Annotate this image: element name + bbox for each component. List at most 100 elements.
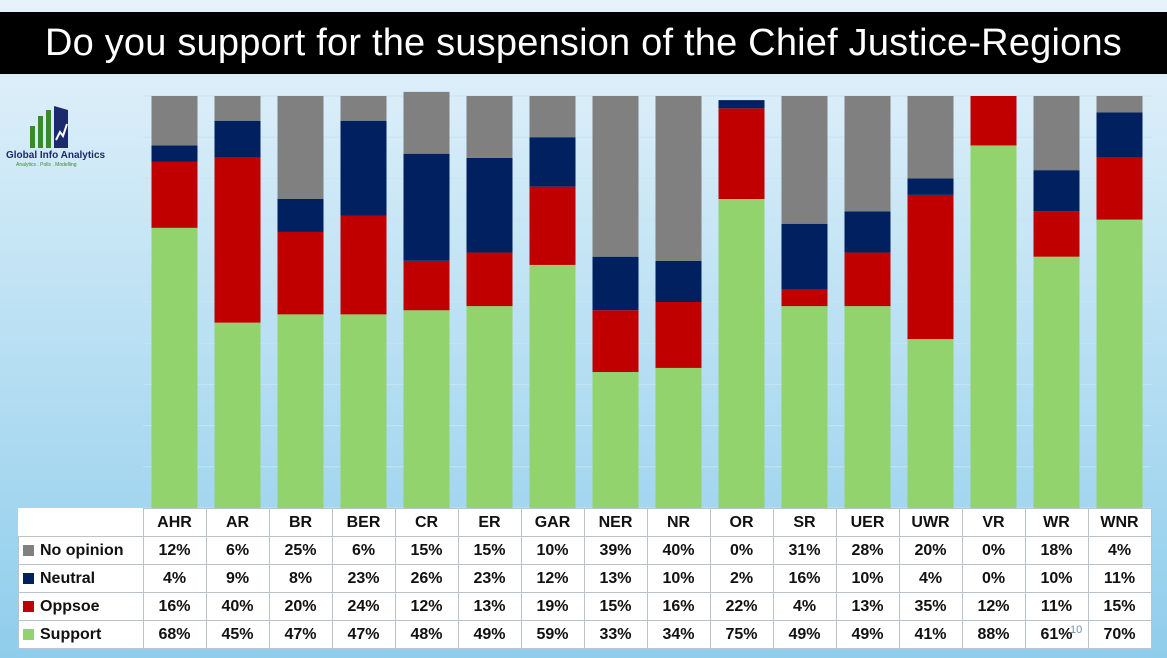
data-label-wnr: 15% xyxy=(1087,592,1152,621)
bar-segment-support-gar xyxy=(529,264,576,508)
bar-segment-oppsoe-vr xyxy=(970,96,1017,146)
data-label-ahr: 16% xyxy=(142,592,207,621)
data-label-or: 22% xyxy=(709,592,774,621)
data-label-ar: 9% xyxy=(205,564,270,593)
bar-segment-no-opinion-ahr xyxy=(151,96,198,146)
bar-segment-neutral-sr xyxy=(781,223,828,290)
data-label-uwr: 4% xyxy=(898,564,963,593)
bar-segment-no-opinion-sr xyxy=(781,96,828,224)
bar-segment-no-opinion-nr xyxy=(655,96,702,261)
data-table: AHR AR BR BER CR ER GAR NER NR OR SR UER UWR VR WR WNR … xyxy=(18,508,1152,649)
data-label-nr: 16% xyxy=(646,592,711,621)
data-label-or: 75% xyxy=(709,620,774,649)
bar-segment-neutral-ner xyxy=(592,256,639,311)
data-label-wnr: 11% xyxy=(1087,564,1152,593)
series-legend-support: Support xyxy=(18,620,144,649)
data-label-br: 47% xyxy=(268,620,333,649)
data-label-uwr: 20% xyxy=(898,536,963,565)
data-label-ahr: 12% xyxy=(142,536,207,565)
bar-segment-neutral-uwr xyxy=(907,178,954,195)
data-label-cr: 48% xyxy=(394,620,459,649)
data-label-br: 8% xyxy=(268,564,333,593)
category-label-ahr: AHR xyxy=(142,508,207,537)
data-label-er: 23% xyxy=(457,564,522,593)
category-label-sr: SR xyxy=(772,508,837,537)
bar-segment-support-or xyxy=(718,199,765,508)
bar-segment-no-opinion-uwr xyxy=(907,96,954,179)
logo-chart-icon xyxy=(30,106,68,148)
data-label-ber: 47% xyxy=(331,620,396,649)
category-label-br: BR xyxy=(268,508,333,537)
bar-segment-oppsoe-er xyxy=(466,252,513,307)
bar-segment-oppsoe-uer xyxy=(844,252,891,307)
category-label-uwr: UWR xyxy=(898,508,963,537)
data-label-or: 0% xyxy=(709,536,774,565)
table-row: Support 68% 45% 47% 47% 48% 49% 59% 33% 34% 75% 49%… xyxy=(18,620,1152,649)
bar-segment-support-br xyxy=(277,314,324,508)
data-label-wr: 10% xyxy=(1024,564,1089,593)
bar-segment-no-opinion-uer xyxy=(844,96,891,212)
bar-segment-support-ner xyxy=(592,372,639,508)
category-label-ar: AR xyxy=(205,508,270,537)
legend-swatch-icon xyxy=(23,544,34,556)
bar-segment-oppsoe-ner xyxy=(592,310,639,373)
bar-segment-support-uwr xyxy=(907,339,954,508)
data-label-br: 25% xyxy=(268,536,333,565)
data-label-br: 20% xyxy=(268,592,333,621)
data-label-gar: 59% xyxy=(520,620,585,649)
chart-title: Do you support for the suspension of the… xyxy=(0,12,1167,74)
bar-segment-neutral-nr xyxy=(655,260,702,302)
bar-segment-no-opinion-gar xyxy=(529,96,576,138)
bar-segment-neutral-br xyxy=(277,199,324,232)
bar-segment-neutral-wnr xyxy=(1096,112,1143,158)
data-label-cr: 26% xyxy=(394,564,459,593)
data-label-gar: 10% xyxy=(520,536,585,565)
data-label-ahr: 68% xyxy=(142,620,207,649)
bar-segment-no-opinion-ar xyxy=(214,96,261,121)
data-label-ar: 45% xyxy=(205,620,270,649)
data-label-nr: 34% xyxy=(646,620,711,649)
bar-segment-support-wr xyxy=(1033,256,1080,508)
bar-segment-no-opinion-wr xyxy=(1033,96,1080,171)
bar-segment-oppsoe-nr xyxy=(655,302,702,368)
series-legend-neutral: Neutral xyxy=(18,564,144,593)
data-label-nr: 10% xyxy=(646,564,711,593)
category-label-nr: NR xyxy=(646,508,711,537)
data-label-vr: 88% xyxy=(961,620,1026,649)
bar-segment-neutral-ahr xyxy=(151,145,198,162)
bar-segment-neutral-ber xyxy=(340,120,387,216)
data-label-ner: 13% xyxy=(583,564,648,593)
data-label-gar: 12% xyxy=(520,564,585,593)
data-label-sr: 4% xyxy=(772,592,837,621)
legend-swatch-icon xyxy=(23,600,34,612)
bar-segment-support-nr xyxy=(655,367,702,508)
data-label-vr: 0% xyxy=(961,564,1026,593)
data-label-ahr: 4% xyxy=(142,564,207,593)
data-label-wr: 61% xyxy=(1024,620,1089,649)
table-row: Neutral 4% 9% 8% 23% 26% 23% 12% 13% 10% 2% 16% 10% 4… xyxy=(18,564,1152,593)
data-label-uer: 10% xyxy=(835,564,900,593)
category-label-wnr: WNR xyxy=(1087,508,1152,537)
data-label-cr: 15% xyxy=(394,536,459,565)
data-label-ner: 39% xyxy=(583,536,648,565)
category-label-er: ER xyxy=(457,508,522,537)
bar-segment-neutral-uer xyxy=(844,211,891,253)
bar-segment-neutral-wr xyxy=(1033,170,1080,212)
logo-name: Global Info Analytics xyxy=(6,150,106,161)
table-row: No opinion 12% 6% 25% 6% 15% 15% 10% 39% 40% 0% 31%… xyxy=(18,536,1152,565)
bar-segment-oppsoe-wr xyxy=(1033,211,1080,257)
data-label-sr: 16% xyxy=(772,564,837,593)
data-label-uer: 13% xyxy=(835,592,900,621)
bar-segment-no-opinion-er xyxy=(466,96,513,158)
data-label-uwr: 35% xyxy=(898,592,963,621)
data-label-ner: 15% xyxy=(583,592,648,621)
data-label-er: 13% xyxy=(457,592,522,621)
bar-segment-oppsoe-sr xyxy=(781,289,828,307)
bar-segment-support-ahr xyxy=(151,227,198,508)
series-name: Neutral xyxy=(40,569,96,587)
series-name: Oppsoe xyxy=(40,597,100,615)
table-row: Oppsoe 16% 40% 20% 24% 12% 13% 19% 15% 16% 22% 4% 13… xyxy=(18,592,1152,621)
data-label-ar: 40% xyxy=(205,592,270,621)
legend-swatch-icon xyxy=(23,628,34,640)
bar-segment-oppsoe-ber xyxy=(340,215,387,315)
